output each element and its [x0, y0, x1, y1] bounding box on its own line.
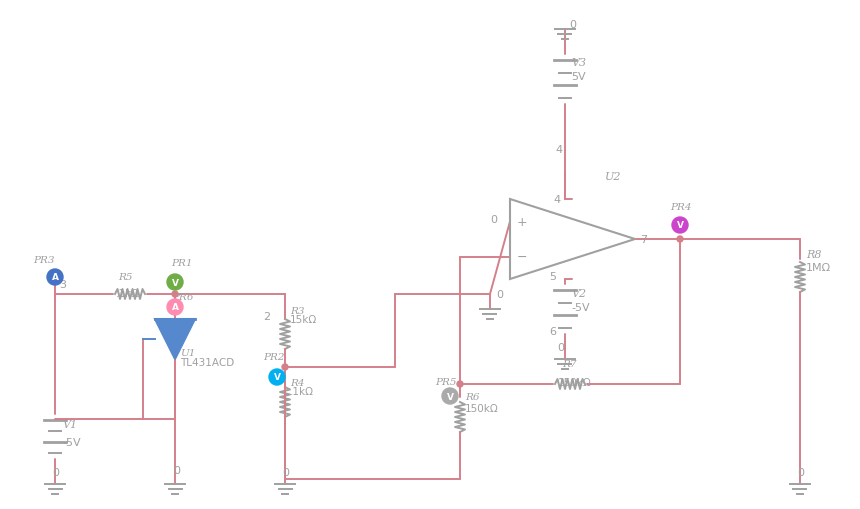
Text: PR2: PR2 — [263, 352, 285, 361]
Text: R6: R6 — [465, 392, 480, 401]
Text: 0: 0 — [52, 467, 59, 477]
Text: 4: 4 — [555, 145, 562, 155]
Text: V3: V3 — [571, 58, 587, 68]
Circle shape — [672, 217, 688, 234]
Text: V: V — [171, 278, 179, 287]
Text: PR6: PR6 — [172, 293, 194, 301]
Text: 2: 2 — [263, 312, 270, 321]
Text: R7: R7 — [562, 359, 576, 369]
Text: V: V — [273, 373, 280, 382]
Text: PR1: PR1 — [171, 259, 193, 267]
Text: R5: R5 — [118, 272, 132, 281]
Text: 0: 0 — [557, 343, 564, 352]
Text: 1MΩ: 1MΩ — [806, 263, 831, 272]
Text: 0: 0 — [490, 215, 497, 225]
Text: PR4: PR4 — [670, 203, 691, 212]
Circle shape — [167, 274, 183, 291]
Text: .1kΩ: .1kΩ — [290, 386, 314, 396]
Text: 7: 7 — [640, 235, 647, 244]
Polygon shape — [155, 319, 195, 359]
Text: TL431ACD: TL431ACD — [180, 357, 234, 367]
Circle shape — [172, 292, 178, 297]
Text: 0: 0 — [797, 467, 804, 477]
Circle shape — [457, 381, 463, 387]
Text: V: V — [677, 221, 684, 230]
Circle shape — [442, 388, 458, 404]
Circle shape — [47, 269, 63, 286]
Text: +: + — [517, 215, 527, 229]
Text: R8: R8 — [806, 249, 821, 260]
Text: -5V: -5V — [571, 302, 590, 313]
Text: V1: V1 — [62, 419, 77, 429]
Text: 15kΩ: 15kΩ — [290, 315, 317, 324]
Text: R3: R3 — [290, 306, 304, 316]
Text: V2: V2 — [571, 289, 587, 298]
Text: U1: U1 — [180, 348, 195, 357]
Text: 150kΩ: 150kΩ — [465, 403, 499, 413]
Text: .1kΩ: .1kΩ — [116, 289, 140, 298]
Text: 4: 4 — [553, 194, 560, 205]
Text: 5: 5 — [549, 271, 556, 281]
Text: 0: 0 — [569, 20, 576, 30]
Text: 3: 3 — [59, 279, 66, 290]
Text: A: A — [52, 273, 58, 282]
Text: 0: 0 — [496, 290, 503, 299]
Text: A: A — [171, 303, 179, 312]
Circle shape — [167, 299, 183, 316]
Text: PR3: PR3 — [33, 256, 54, 265]
Text: 150kΩ: 150kΩ — [558, 377, 592, 387]
Text: -5V: -5V — [62, 437, 81, 447]
Text: PR5: PR5 — [435, 377, 457, 386]
Circle shape — [677, 237, 683, 242]
Text: U2: U2 — [605, 172, 622, 182]
Circle shape — [269, 369, 285, 385]
Text: R4: R4 — [290, 378, 304, 387]
Text: 0: 0 — [282, 467, 289, 477]
Text: 6: 6 — [549, 326, 556, 336]
Text: 5V: 5V — [571, 72, 586, 82]
Text: 0: 0 — [173, 465, 180, 475]
Circle shape — [282, 364, 288, 370]
Text: V: V — [446, 392, 453, 401]
Text: −: − — [517, 250, 527, 264]
